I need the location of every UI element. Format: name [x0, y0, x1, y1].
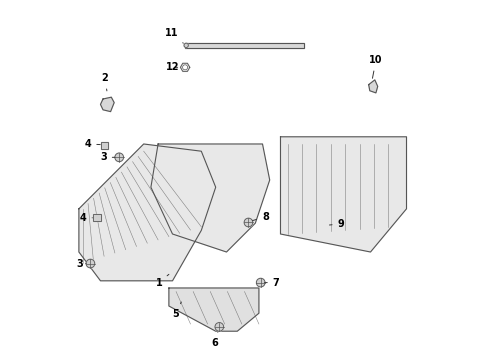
Circle shape	[86, 259, 95, 268]
Circle shape	[115, 153, 123, 162]
Text: 3: 3	[100, 152, 115, 162]
Text: 11: 11	[164, 28, 183, 43]
Circle shape	[182, 65, 187, 70]
Circle shape	[256, 278, 264, 287]
Text: 9: 9	[329, 219, 344, 229]
Text: 5: 5	[172, 302, 181, 319]
Text: 4: 4	[84, 139, 100, 149]
Polygon shape	[180, 63, 189, 71]
Text: 7: 7	[264, 278, 279, 288]
Text: 10: 10	[368, 55, 382, 78]
Text: 6: 6	[211, 332, 218, 348]
Text: 2: 2	[101, 73, 108, 91]
Text: 8: 8	[252, 212, 268, 222]
Text: 4: 4	[80, 213, 92, 223]
Bar	[101, 142, 107, 149]
Polygon shape	[151, 144, 269, 252]
Text: 1: 1	[155, 274, 168, 288]
Bar	[185, 43, 304, 48]
Circle shape	[183, 43, 188, 48]
Text: 3: 3	[76, 258, 86, 269]
Bar	[93, 214, 101, 221]
Circle shape	[244, 218, 252, 227]
Polygon shape	[280, 137, 406, 252]
Polygon shape	[368, 80, 377, 93]
Circle shape	[215, 323, 223, 331]
Bar	[93, 214, 101, 221]
Text: 12: 12	[165, 62, 179, 72]
Polygon shape	[101, 97, 114, 112]
Bar	[101, 142, 107, 149]
Polygon shape	[79, 144, 215, 281]
Polygon shape	[168, 288, 258, 331]
Bar	[185, 43, 304, 48]
